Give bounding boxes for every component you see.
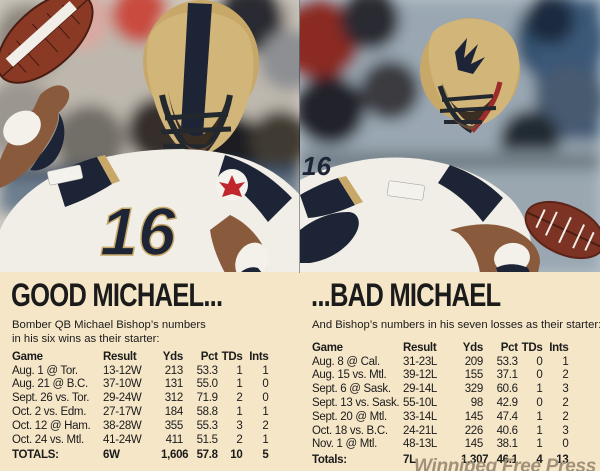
svg-text:16: 16 — [302, 151, 331, 181]
svg-text:16: 16 — [100, 194, 177, 270]
